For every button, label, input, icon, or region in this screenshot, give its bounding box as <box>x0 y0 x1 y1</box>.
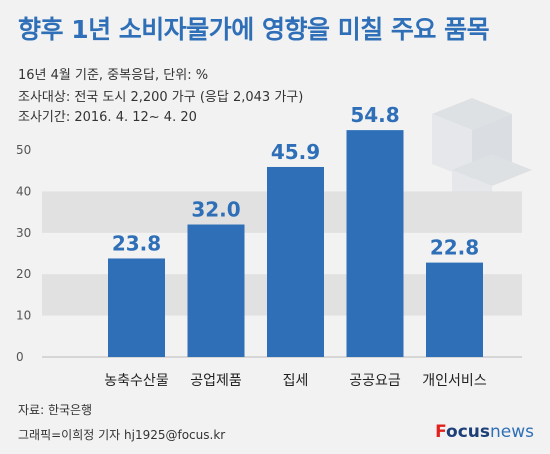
data-source: 자료: 한국은행 <box>18 403 93 417</box>
x-category-label: 공공요금 <box>349 373 401 389</box>
bar <box>426 262 483 357</box>
focusnews-logo: Focusnews <box>435 422 534 442</box>
bar-value-label: 54.8 <box>350 103 399 127</box>
bar-value-label: 45.9 <box>271 140 320 164</box>
bar <box>187 224 245 357</box>
x-category-label: 집세 <box>283 373 309 389</box>
bar-value-label: 32.0 <box>191 198 240 222</box>
bar <box>108 258 165 357</box>
chart-title: 향후 1년 소비자물가에 영향을 미칠 주요 품목 <box>18 15 490 44</box>
survey-target: 조사대상: 전국 도시 2,200 가구 (응답 2,043 가구) <box>18 90 304 105</box>
y-tick-label: 50 <box>16 143 31 157</box>
y-tick-label: 40 <box>16 184 31 198</box>
x-category-label: 개인서비스 <box>422 373 487 389</box>
chart-subtitle: 16년 4월 기준, 중복응답, 단위: % <box>18 68 209 83</box>
bar-value-label: 23.8 <box>112 231 161 255</box>
graphic-credit: 그래픽=이희정 기자 hj1925@focus.kr <box>18 428 226 442</box>
y-tick-label: 0 <box>16 350 24 364</box>
x-category-label: 농축수산물 <box>104 373 169 389</box>
survey-period: 조사기간: 2016. 4. 12~ 4. 20 <box>18 110 197 125</box>
bar <box>267 166 324 357</box>
y-tick-label: 10 <box>16 309 31 323</box>
boxes-illustration <box>432 98 532 214</box>
x-category-label: 공업제품 <box>190 373 242 389</box>
y-tick-label: 20 <box>16 267 31 281</box>
bar-value-label: 22.8 <box>430 236 479 260</box>
y-tick-label: 30 <box>16 226 31 240</box>
bar <box>346 130 404 357</box>
